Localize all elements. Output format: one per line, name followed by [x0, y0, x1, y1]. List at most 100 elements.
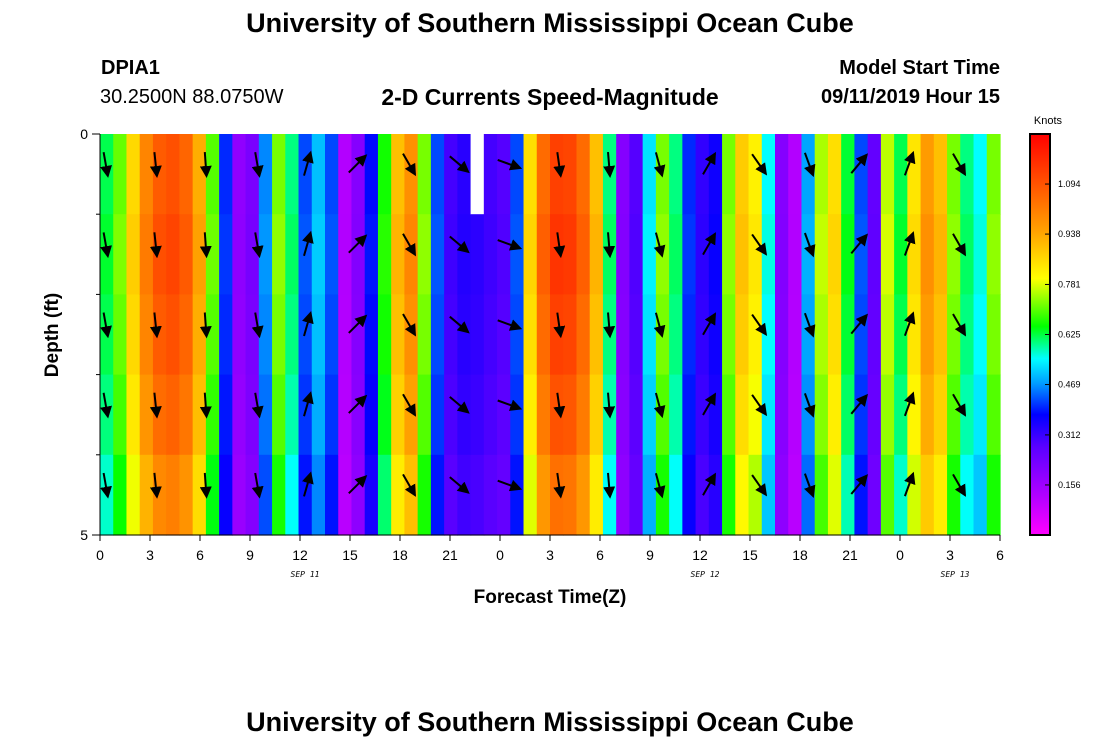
heatmap-cell [748, 134, 763, 215]
colorbar-tick-label: 0.469 [1058, 380, 1081, 390]
heatmap-cell [285, 294, 300, 376]
heatmap-cell [497, 374, 511, 456]
heatmap-cell [285, 134, 300, 215]
heatmap-cell [391, 294, 406, 376]
heatmap-cell [470, 214, 485, 295]
heatmap-cell [205, 134, 220, 215]
heatmap-cell [735, 134, 750, 215]
current-vector [850, 393, 868, 415]
heatmap-cell [563, 454, 578, 536]
heatmap-cell [364, 374, 379, 456]
heatmap-cell [536, 214, 551, 295]
x-tick-label: 9 [246, 547, 254, 563]
page-title-top: University of Southern Mississippi Ocean… [246, 8, 854, 38]
heatmap-cell [126, 294, 141, 376]
heatmap-cell [152, 214, 167, 295]
heatmap-cell [245, 454, 260, 536]
heatmap-cell [616, 214, 631, 295]
heatmap-cell [814, 374, 829, 456]
heatmap-cell [629, 454, 644, 536]
heatmap-cell [722, 454, 736, 536]
heatmap-cell [669, 294, 683, 376]
heatmap-cell [457, 214, 472, 295]
heatmap-cell [417, 454, 432, 536]
heatmap-cell [497, 294, 511, 376]
heatmap-cell [457, 134, 472, 215]
heatmap-cell [722, 294, 736, 376]
heatmap-cell [775, 134, 789, 215]
colorbar-tick-label: 0.938 [1058, 229, 1081, 239]
current-vector [653, 472, 666, 499]
heatmap-cell [497, 134, 511, 215]
heatmap-cell [669, 214, 683, 295]
heatmap-cell [589, 294, 604, 376]
heatmap-cell [311, 374, 326, 456]
heatmap-cell [430, 214, 445, 295]
heatmap-cell [867, 454, 882, 536]
heatmap-cell [179, 134, 194, 215]
heatmap-cell [735, 294, 750, 376]
current-vector [603, 472, 616, 499]
heatmap-cell [444, 214, 458, 295]
heatmap-cell [907, 134, 922, 215]
heatmap-cell [920, 214, 935, 295]
heatmap-cell [523, 294, 538, 376]
current-vector [149, 392, 162, 419]
current-vector [348, 234, 368, 254]
current-vector [449, 396, 470, 414]
heatmap-cell [285, 214, 300, 295]
heatmap-cell [814, 214, 829, 295]
current-vector [702, 312, 716, 336]
heatmap-cell [205, 214, 220, 295]
heatmap-cell [947, 294, 961, 376]
current-vector [497, 479, 523, 492]
heatmap-cell [404, 454, 419, 536]
heatmap-cell [761, 374, 776, 456]
heatmap-cell [377, 294, 392, 376]
current-vector [302, 310, 314, 337]
heatmap-cell [669, 374, 683, 456]
current-vector [348, 154, 368, 174]
heatmap-cell [642, 454, 657, 536]
current-vector [653, 152, 666, 178]
heatmap-cell [272, 294, 286, 376]
heatmap-cell [166, 134, 181, 215]
heatmap-cell [470, 374, 485, 456]
heatmap-cell [444, 134, 458, 215]
current-vector [903, 231, 916, 256]
current-vector [100, 472, 112, 499]
heatmap-cell [841, 134, 856, 215]
current-vector [803, 473, 816, 498]
current-vector [653, 232, 666, 258]
heatmap-cell [483, 134, 498, 215]
heatmap-cell [298, 294, 313, 376]
heatmap-cell [947, 374, 961, 456]
heatmap-cell [920, 134, 935, 215]
heatmap-cell [470, 454, 485, 536]
x-tick-label: 0 [896, 547, 904, 563]
heatmap-cell [986, 214, 1001, 295]
heatmap-cell [139, 374, 154, 456]
current-vector [149, 312, 162, 339]
heatmap-cell [841, 294, 856, 376]
current-vector [751, 394, 768, 417]
current-vector [603, 152, 616, 178]
heatmap-cell [523, 454, 538, 536]
heatmap-cell [960, 374, 975, 456]
heatmap-cell [430, 294, 445, 376]
current-vector [803, 152, 816, 178]
heatmap-cell [232, 214, 247, 295]
heatmap-cell [735, 374, 750, 456]
heatmap-cell [113, 214, 128, 295]
heatmap-cell [563, 134, 578, 215]
y-tick-label: 5 [80, 527, 88, 543]
current-vector [553, 392, 566, 419]
heatmap-cell [338, 294, 353, 376]
heatmap-cell [775, 374, 789, 456]
heatmap-cell [629, 214, 644, 295]
heatmap-cell [960, 214, 975, 295]
heatmap-cell [245, 374, 260, 456]
x-tick-label: 21 [842, 547, 858, 563]
y-axis-title: Depth (ft) [42, 293, 63, 377]
